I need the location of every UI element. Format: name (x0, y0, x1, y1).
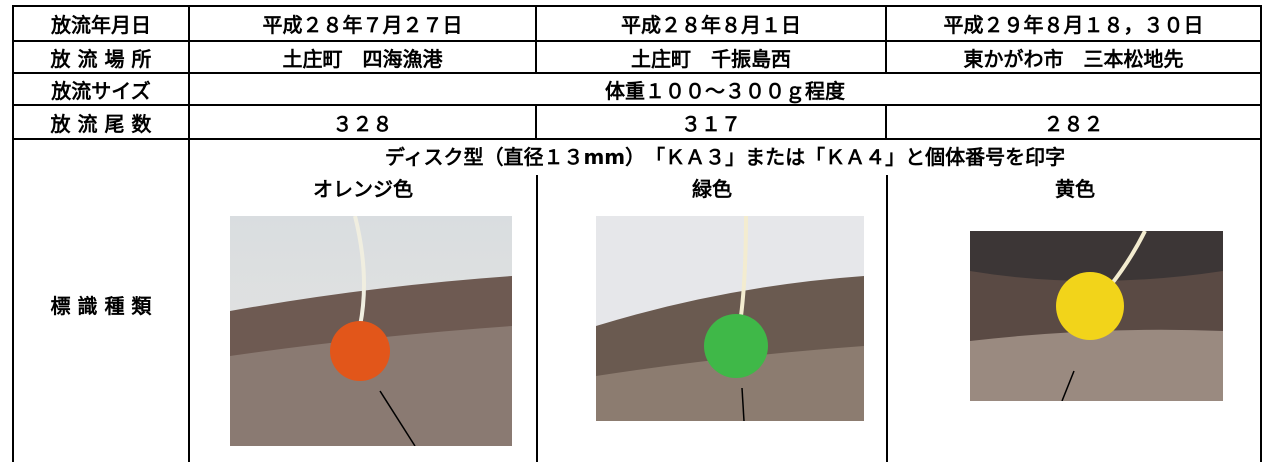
photo (970, 231, 1223, 401)
cell: ３２８ (188, 104, 537, 140)
cell: ３１７ (535, 104, 887, 140)
cell: 東かがわ市 三本松地先 (885, 40, 1262, 74)
cell: 体重１００～３００ｇ程度 (188, 72, 1262, 106)
cell: 平成２８年７月２７日 (188, 5, 537, 42)
tag-color: 黄色 (1055, 177, 1095, 201)
tag-color: 緑色 (692, 177, 732, 201)
cell: 平成２８年８月１日 (535, 5, 887, 42)
cell: 放流サイズ (12, 72, 190, 106)
tag-photos: オレンジ色 緑色 (191, 175, 1259, 462)
row: 標 識 種 類 ディスク型（直径１３mm） 「ＫＡ３」または「ＫＡ４」と個体番号… (12, 138, 1262, 462)
row: 放 流 場 所 土庄町 四海漁港 土庄町 千振島西 東かがわ市 三本松地先 (12, 40, 1262, 74)
cell: 土庄町 四海漁港 (188, 40, 537, 74)
tag-cell: ディスク型（直径１３mm） 「ＫＡ３」または「ＫＡ４」と個体番号を印字 オレンジ… (188, 138, 1262, 462)
cell: 土庄町 千振島西 (535, 40, 887, 74)
cell: 放 流 場 所 (12, 40, 190, 74)
table: 放流年月日 平成２８年７月２７日 平成２８年８月１日 平成２９年８月１８，３０日… (12, 5, 1262, 462)
cell: 平成２９年８月１８，３０日 (885, 5, 1262, 42)
tag-column: 黄色 (886, 175, 1259, 462)
tag-description: ディスク型（直径１３mm） 「ＫＡ３」または「ＫＡ４」と個体番号を印字 (384, 145, 1066, 169)
photo (230, 216, 512, 446)
tag-column: オレンジ色 (191, 175, 536, 462)
cell: ２８２ (885, 104, 1262, 140)
cell: 放 流 尾 数 (12, 104, 190, 140)
release-table: 放流年月日 平成２８年７月２７日 平成２８年８月１日 平成２９年８月１８，３０日… (12, 5, 1262, 462)
photo (596, 216, 864, 421)
tag-column: 緑色 (536, 175, 886, 462)
row: 放流サイズ 体重１００～３００ｇ程度 (12, 72, 1262, 106)
tag-color: オレンジ色 (313, 177, 413, 201)
row: 放 流 尾 数 ３２８ ３１７ ２８２ (12, 104, 1262, 140)
cell: 標 識 種 類 (12, 138, 190, 462)
row: 放流年月日 平成２８年７月２７日 平成２８年８月１日 平成２９年８月１８，３０日 (12, 5, 1262, 42)
cell: 放流年月日 (12, 5, 190, 42)
